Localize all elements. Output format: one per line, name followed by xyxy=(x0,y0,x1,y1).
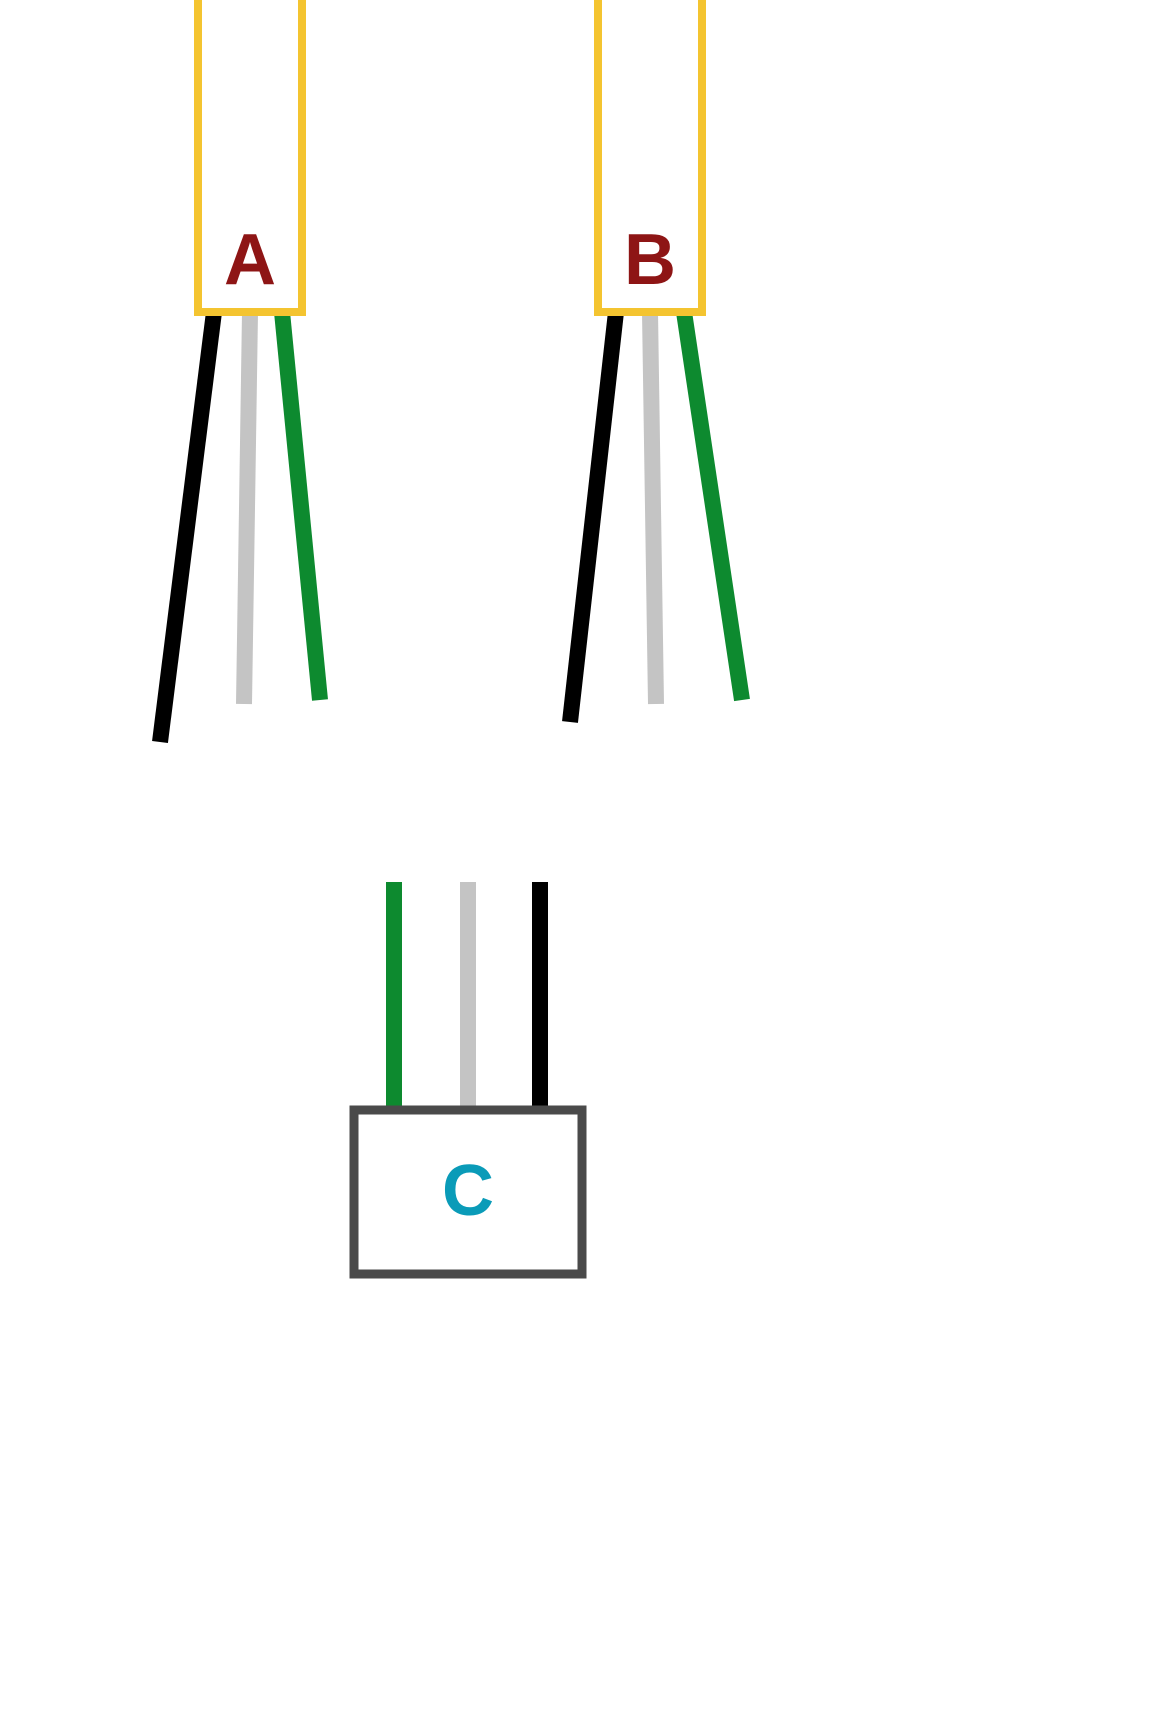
boxA-label: A xyxy=(224,220,276,300)
boxB-label: B xyxy=(624,220,676,300)
boxA-wire-white xyxy=(244,312,250,704)
boxA-wire-green xyxy=(282,312,320,700)
boxB-wire-white xyxy=(650,312,656,704)
wiring-diagram: A B C xyxy=(0,0,1156,1716)
boxB-wire-black xyxy=(570,312,616,722)
boxB-wire-green xyxy=(684,312,742,700)
boxA-wire-black xyxy=(160,312,214,742)
boxC-label: C xyxy=(442,1151,494,1231)
